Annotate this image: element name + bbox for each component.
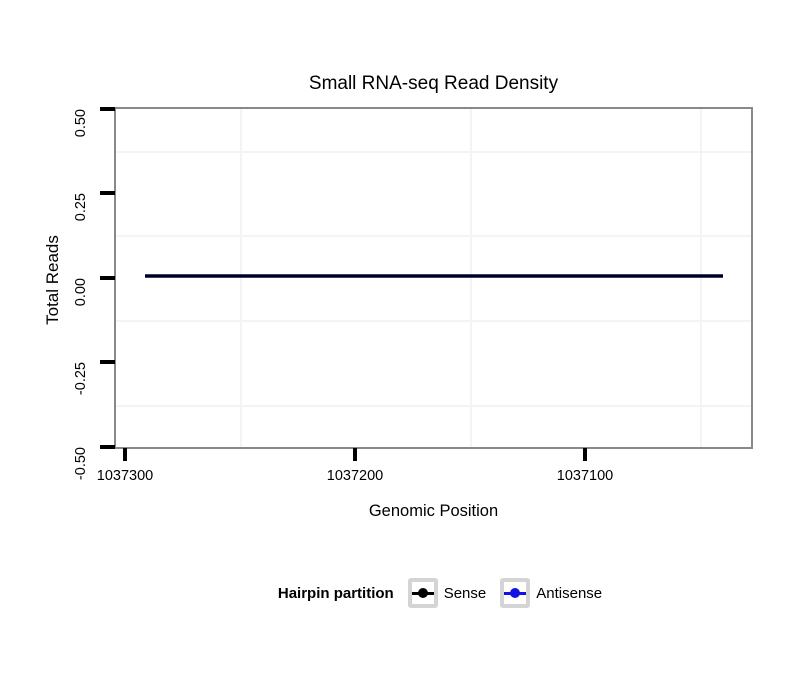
x-axis-tick	[123, 448, 127, 461]
minor-gridline-h	[116, 405, 751, 407]
minor-gridline-h	[116, 151, 751, 153]
legend-label-antisense: Antisense	[536, 584, 603, 602]
read-density-line	[145, 274, 723, 278]
y-axis-tick	[100, 191, 115, 195]
x-tick-label: 1037200	[326, 468, 384, 484]
x-axis-tick	[583, 448, 587, 461]
y-axis-tick	[100, 276, 115, 280]
x-axis-title: Genomic Position	[368, 502, 499, 520]
legend-key-sense	[407, 578, 438, 608]
legend: Hairpin partition Sense Antisense	[70, 574, 810, 612]
legend-title: Hairpin partition	[277, 584, 394, 602]
y-tick-label: 0.00	[73, 278, 89, 307]
legend-key-antisense	[500, 578, 531, 608]
y-axis-tick	[100, 445, 115, 449]
x-tick-label: 1037100	[556, 468, 614, 484]
y-tick-label: 0.50	[73, 109, 89, 138]
minor-gridline-v	[470, 109, 472, 447]
minor-gridline-h	[116, 320, 751, 322]
minor-gridline-h	[116, 235, 751, 237]
x-tick-label: 1037300	[96, 468, 154, 484]
x-axis-tick	[353, 448, 357, 461]
chart-title: Small RNA-seq Read Density	[308, 73, 559, 94]
sense-point-icon	[417, 588, 428, 598]
legend-label-sense: Sense	[443, 584, 487, 602]
minor-gridline-v	[700, 109, 702, 447]
y-axis-tick	[100, 360, 115, 364]
minor-gridline-v	[240, 109, 242, 447]
antisense-point-icon	[510, 588, 521, 598]
y-axis-tick	[100, 107, 115, 111]
plot-panel	[114, 107, 753, 449]
y-tick-label: 0.25	[73, 193, 89, 222]
y-tick-label: -0.25	[73, 362, 89, 396]
y-axis-title: Total Reads	[43, 235, 62, 325]
